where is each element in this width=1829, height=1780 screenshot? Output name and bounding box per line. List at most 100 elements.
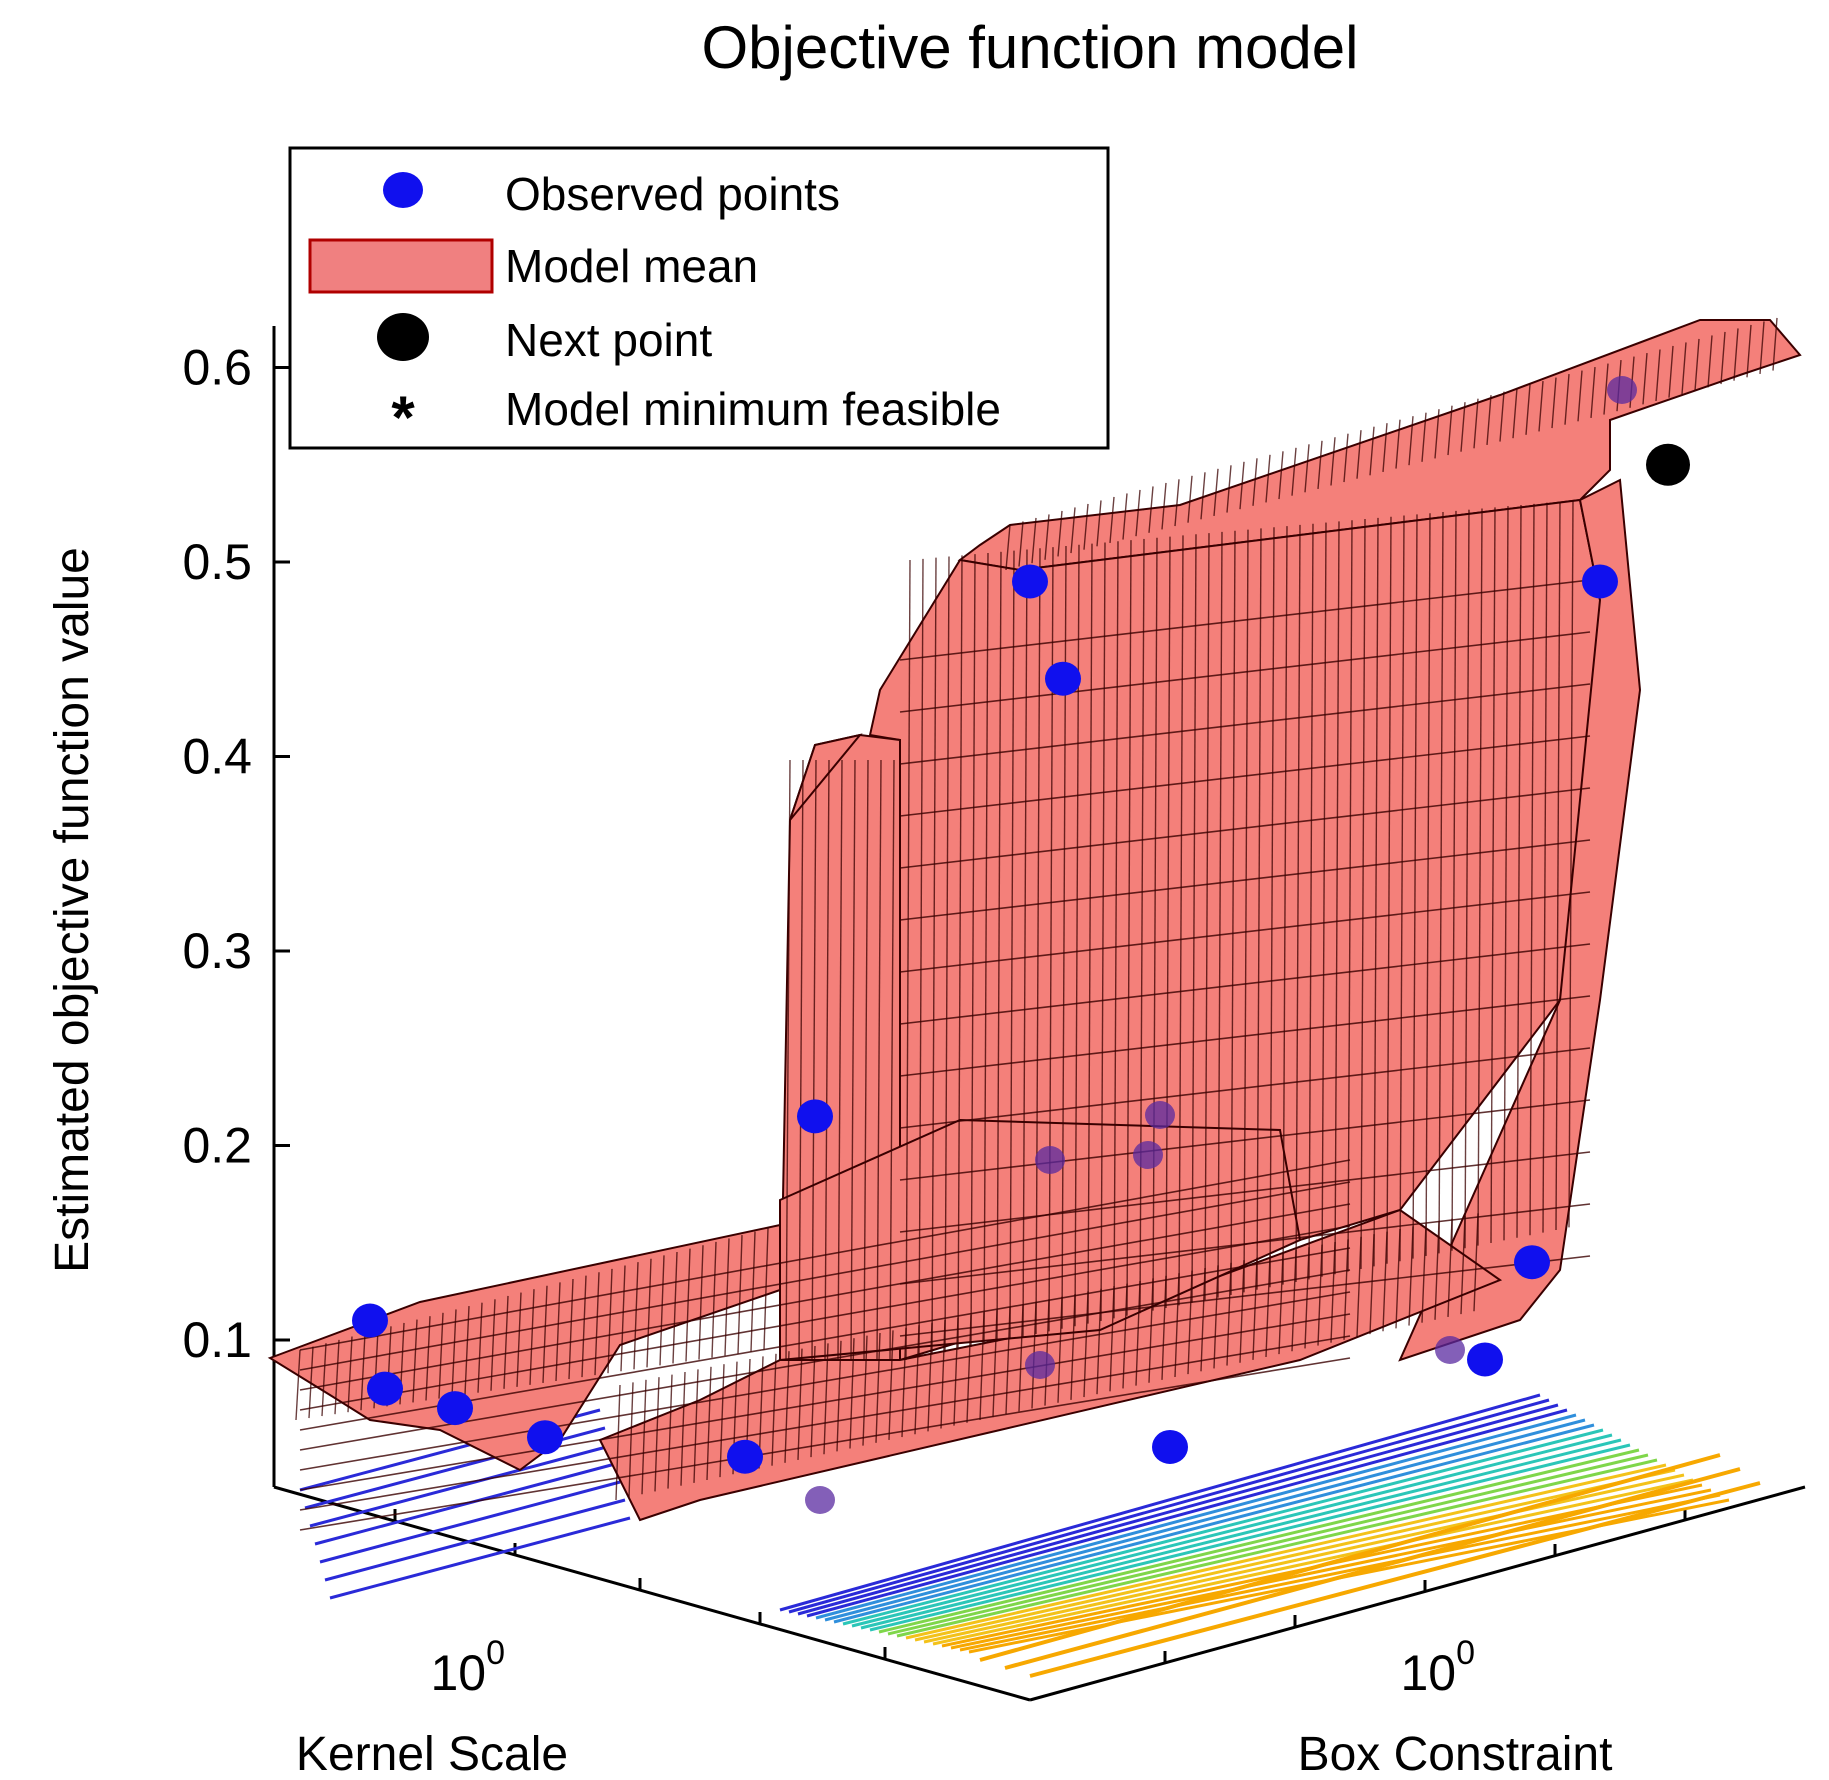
surface-mesh-line [1122, 1283, 1128, 1389]
surface-mesh-line [615, 1384, 621, 1501]
observed-point [1467, 1342, 1503, 1377]
observed-point [352, 1303, 388, 1338]
observed-point-occluded [1035, 1146, 1065, 1174]
surface-mesh-line [966, 1314, 972, 1423]
surface-mesh-line [899, 1047, 1591, 1129]
surface-mesh-line [931, 557, 937, 1355]
surface-mesh-line [1269, 527, 1275, 1288]
surface-mesh-line [899, 995, 1591, 1077]
surface-mesh-line [1577, 370, 1583, 422]
surface-mesh-line [1538, 381, 1544, 432]
surface-mesh-line [876, 759, 882, 1361]
surface-mesh-line [863, 759, 869, 1361]
surface-mesh-line [996, 551, 1002, 1342]
surface-mesh-line [1018, 521, 1024, 567]
surface-mesh-line [1213, 468, 1219, 516]
surface-mesh-line [1126, 540, 1132, 1316]
surface-mesh-line [823, 1343, 829, 1455]
legend-entry-model-minimum: * Model minimum feasible [391, 383, 1001, 451]
surface-mesh-line [1434, 409, 1440, 459]
surface-mesh-line [1655, 349, 1661, 402]
surface-mesh-line [1477, 508, 1483, 1246]
contour-line [851, 1433, 1613, 1628]
surface-mesh-line [899, 735, 1591, 817]
surface-mesh-line [1720, 331, 1726, 385]
surface-mesh-line [1408, 416, 1414, 466]
box-constraint-tick-base: 10 [1400, 1645, 1456, 1701]
z-axis-label: Estimated objective function value [46, 547, 99, 1273]
surface-mesh-line [1096, 1288, 1102, 1395]
surface-mesh-line [321, 1343, 327, 1417]
surface-mesh-line [1568, 500, 1574, 1228]
surface-mesh-line [1161, 1275, 1167, 1380]
surface-mesh-line [1070, 507, 1076, 554]
surface-mesh-line [1148, 1278, 1154, 1383]
surface-mesh-line [1473, 398, 1479, 449]
surface-mesh-line [899, 839, 1591, 921]
surface-mesh-line [1152, 537, 1158, 1311]
observed-point-occluded [1607, 376, 1637, 404]
box-constraint-label: Box Constraint [1298, 1728, 1613, 1780]
surface-mesh-line [412, 1319, 418, 1403]
surface-mesh-line [1165, 536, 1171, 1309]
chart-title: Objective function model [701, 14, 1358, 81]
surface-mesh-line [1412, 514, 1418, 1259]
surface-mesh-line [970, 554, 976, 1348]
contour-line [887, 1453, 1649, 1636]
surface-mesh-line [1135, 489, 1141, 537]
box-constraint-tick-exponent: 0 [1456, 1634, 1475, 1672]
surface-mesh-line [1772, 317, 1778, 371]
z-tick-label: 0.5 [182, 534, 252, 590]
observed-point-occluded [1133, 1141, 1163, 1169]
surface-mesh-line [899, 891, 1591, 973]
surface-mesh-line [1460, 402, 1466, 452]
surface-mesh-line [1551, 377, 1557, 429]
surface-mesh-line [1317, 440, 1323, 489]
surface-mesh-line [836, 1340, 842, 1452]
surface-mesh-line [1425, 513, 1431, 1257]
contour-line [314, 1462, 616, 1546]
surface-mesh-line [1308, 523, 1314, 1280]
surface-mesh-line [784, 1351, 790, 1463]
surface-mesh-line [503, 1295, 509, 1389]
surface-mesh-line [983, 552, 989, 1345]
surface-mesh-line [1174, 479, 1180, 527]
surface-mesh-line [992, 1309, 998, 1418]
surface-mesh-line [1178, 535, 1184, 1306]
surface-mesh-line [1096, 500, 1102, 547]
surface-mesh-line [1330, 437, 1336, 486]
observed-points [352, 376, 1690, 1514]
surface-mesh-line [1421, 1223, 1427, 1323]
surface-mesh-line [1447, 1218, 1453, 1317]
contour-line [842, 1428, 1604, 1626]
z-tick-label: 0.6 [182, 340, 252, 396]
z-tick-label: 0.4 [182, 729, 252, 785]
surface-mesh-line [464, 1306, 470, 1395]
legend-entry-next-point: Next point [377, 313, 712, 366]
surface-mesh-line [1100, 542, 1106, 1322]
surface-mesh-line [1451, 510, 1457, 1251]
surface-mesh-line [1555, 501, 1561, 1231]
surface-mesh-line [889, 759, 895, 1361]
z-tick-label: 0.2 [182, 1118, 252, 1174]
surface-mesh-line [451, 1309, 457, 1397]
surface-mesh-line [1386, 516, 1392, 1264]
contour-line [1004, 1467, 1741, 1670]
surface-patch [779, 1118, 1302, 1362]
model-mean-surface [267, 317, 1802, 1531]
z-axis-ticks: 0.6 0.5 0.4 0.3 0.2 0.1 [182, 340, 290, 1368]
surface-mesh-line [1252, 458, 1258, 506]
surface-mesh-line [1373, 517, 1379, 1267]
surface-mesh-line [1187, 475, 1193, 523]
next-point [1646, 443, 1690, 486]
surface-mesh-line [1542, 502, 1548, 1233]
box-constraint-tick-label: 100 [1400, 1634, 1475, 1701]
surface-mesh-line [1516, 505, 1522, 1238]
observed-point-occluded [1145, 1101, 1175, 1129]
surface-mesh-line [1382, 1231, 1388, 1332]
contour-line [905, 1463, 1667, 1640]
surface-mesh-line [1369, 1234, 1375, 1335]
surface-mesh-line [927, 1322, 933, 1432]
surface-mesh-line [1226, 465, 1232, 513]
